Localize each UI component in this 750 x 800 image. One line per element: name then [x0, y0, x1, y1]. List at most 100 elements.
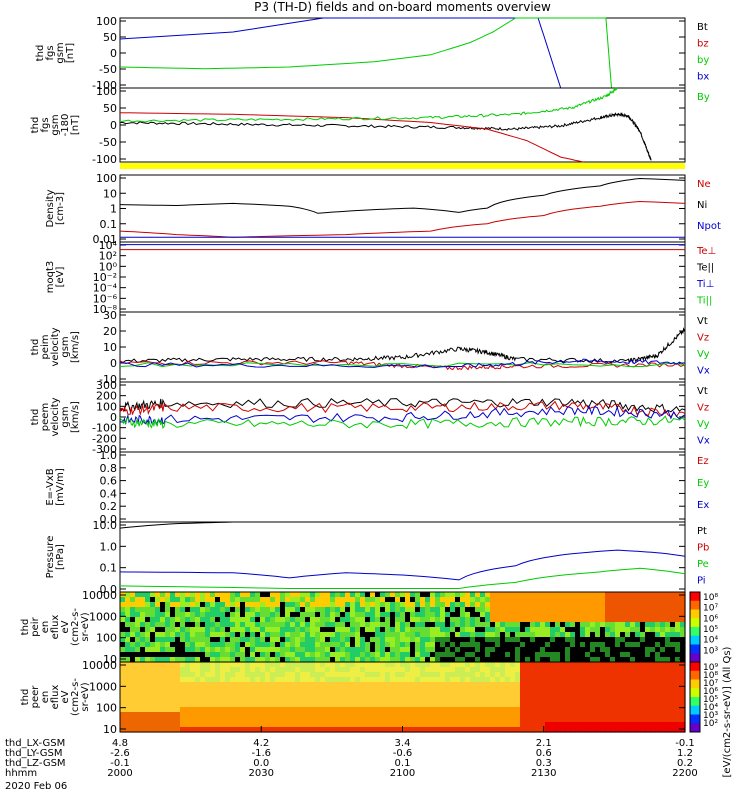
ylabel-peem: peem — [40, 403, 51, 431]
ytick-peir: 1000 — [89, 610, 117, 623]
legend-Bt: Bt — [697, 22, 708, 33]
ytick-fgs: -50 — [99, 63, 117, 76]
series-peim-Vx — [119, 358, 686, 369]
ylabel-efield: [mV/m] — [55, 468, 66, 506]
xaxis-row-label: thd_LX-GSM — [5, 738, 65, 749]
series-pressure-Pi — [119, 549, 686, 581]
xaxis-value: 2200 — [672, 768, 697, 779]
xaxis-row-label: thd_LY-GSM — [5, 748, 62, 759]
colorbar-tick: 10⁹ — [703, 663, 718, 673]
colorbar-tick: 10⁶ — [703, 614, 718, 624]
legend-Vx: Vx — [697, 366, 710, 377]
xaxis-value: 2000 — [107, 768, 132, 779]
xaxis-value: 4.8 — [112, 738, 128, 749]
legend-Ey: Ey — [697, 478, 709, 489]
legend-Ti||: Ti|| — [696, 296, 712, 307]
series-fgs-m180-by — [119, 86, 618, 123]
colorbar-tick: 10² — [703, 719, 718, 729]
legend-Te⊥: Te⊥ — [696, 246, 716, 257]
ytick-density: 100 — [96, 172, 117, 185]
legend-Vz: Vz — [697, 403, 709, 414]
ytick-pressure: 0.1 — [100, 562, 118, 575]
ylabel-moqt3: [eV] — [55, 267, 66, 288]
ytick-peim: 10 — [103, 341, 117, 354]
xaxis-value: 0.6 — [536, 748, 552, 759]
ytick-fgs: 0 — [110, 47, 117, 60]
panel-fgs — [119, 17, 686, 89]
ytick-fgs: -100 — [92, 79, 117, 92]
ytick-peem: 200 — [96, 390, 117, 403]
colorbar-tick: 10⁶ — [703, 687, 718, 697]
ylabel-fgs-m180: gsm — [50, 114, 61, 135]
ylabel-fgs: [nT] — [65, 43, 76, 63]
ytick-moqt3: 10⁻² — [93, 271, 117, 284]
colorbar-label: [eV/(cm2-s-sr-eV)] (All Qs) — [722, 646, 733, 777]
xaxis-value: 0.0 — [253, 758, 269, 769]
ylabel-peim: gsm — [60, 336, 71, 357]
series-fgs-m180-bz — [119, 112, 584, 163]
ytick-peem: 300 — [96, 379, 117, 392]
series-peim-Vz — [119, 360, 686, 371]
ytick-fgs-m180: -50 — [99, 136, 117, 149]
panel-moqt3 — [119, 241, 686, 313]
ytick-density: 0.01 — [93, 233, 118, 246]
ytick-peem: 100 — [96, 400, 117, 413]
series-fgs-m180-Bt — [119, 112, 652, 161]
series-peem-Vy — [119, 415, 686, 430]
ytick-peim: 0 — [110, 357, 117, 370]
ytick-peem: 0 — [110, 411, 117, 424]
legend-bz: bz — [697, 39, 709, 50]
xaxis-value: -0.1 — [675, 738, 695, 749]
xaxis-row-label: hhmm — [5, 768, 37, 779]
legend-Ti⊥: Ti⊥ — [696, 279, 714, 290]
ylabel-fgs-m180: -180 — [60, 114, 71, 137]
legend-Vy: Vy — [697, 419, 710, 430]
ytick-efield: 0.2 — [100, 500, 118, 513]
ytick-fgs: 50 — [103, 31, 117, 44]
legend-Pe: Pe — [697, 559, 709, 570]
xaxis-value: 2030 — [249, 768, 274, 779]
legend-Ni: Ni — [697, 200, 707, 211]
ylabel-density: [cm-3] — [55, 192, 66, 225]
colorbar-tick: 10⁵ — [703, 625, 718, 635]
ylabel-peir: eV — [60, 620, 71, 633]
colorbar-tick: 10⁷ — [703, 604, 718, 614]
ytick-peim: 30 — [103, 309, 117, 322]
ylabel-fgs-m180: fgs — [40, 117, 51, 132]
series-fgs-by — [119, 17, 612, 89]
ytick-moqt3: 10⁻⁴ — [93, 282, 118, 295]
ytick-peim: 20 — [103, 325, 117, 338]
xaxis-value: 0.2 — [677, 758, 693, 769]
xaxis-value: -1.6 — [251, 748, 271, 759]
ylabel-fgs: gsm — [55, 42, 66, 63]
xaxis-value: 4.2 — [253, 738, 269, 749]
xaxis-row-label: thd_LZ-GSM — [5, 758, 66, 769]
colorbar-tick: 10⁸ — [703, 593, 718, 603]
ylabel-peer: peer — [30, 685, 41, 709]
ylabel-fgs: thd — [35, 45, 46, 62]
xaxis-value: -2.6 — [110, 748, 130, 759]
ylabel-peir: peir — [30, 616, 41, 636]
legend-Ez: Ez — [697, 456, 709, 467]
ylabel-peer: eV — [60, 690, 71, 703]
xaxis-value: 0.1 — [395, 758, 411, 769]
xaxis-value: 2100 — [390, 768, 415, 779]
ytick-fgs-m180: 100 — [96, 85, 117, 98]
ylabel-peim: peim — [40, 334, 51, 359]
series-peem-Vx — [119, 404, 686, 426]
legend-Vt: Vt — [697, 316, 708, 327]
date-label: 2020 Feb 06 — [5, 781, 67, 792]
ylabel-peir: eflux — [50, 615, 61, 640]
ytick-peer: 1000 — [89, 680, 117, 693]
ytick-moqt3: 10⁰ — [99, 260, 118, 273]
panel-density — [119, 174, 686, 243]
ytick-efield: 1.0 — [100, 449, 118, 462]
ylabel-peer: en — [40, 691, 51, 704]
series-fgs-bx — [119, 17, 562, 89]
ylabel-peem: gsm — [60, 406, 71, 427]
ytick-fgs-m180: 0 — [110, 119, 117, 132]
series-peem-Vz — [119, 400, 686, 418]
ytick-peer: 100 — [96, 702, 117, 715]
ylabel-peim: velocity — [50, 327, 61, 366]
